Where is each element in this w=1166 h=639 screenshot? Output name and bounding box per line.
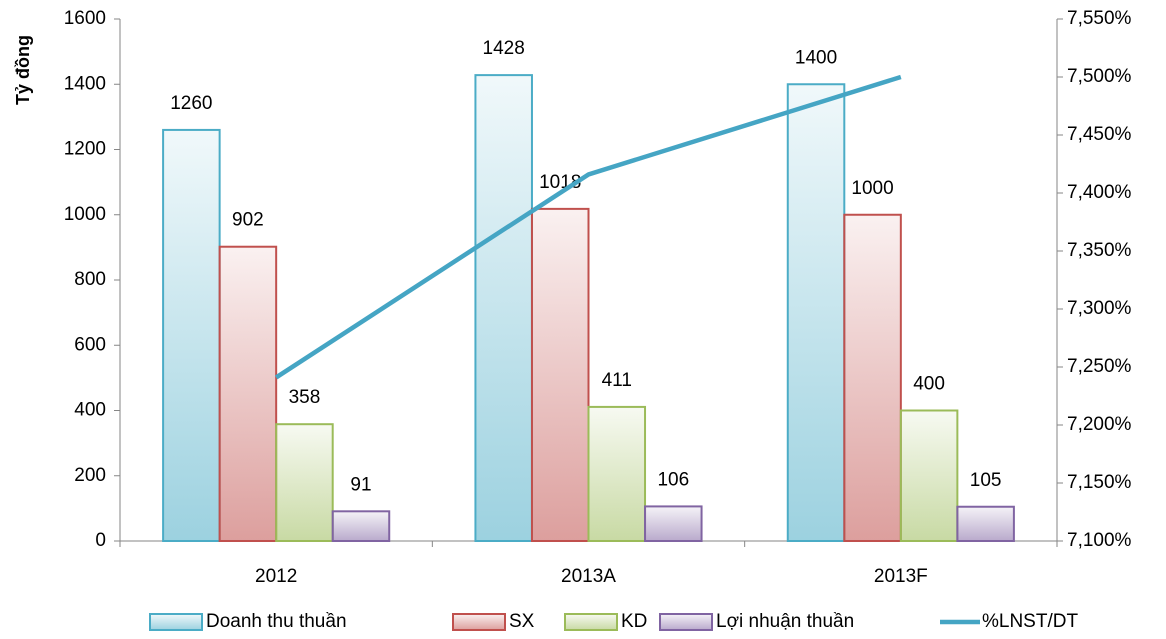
bar xyxy=(587,405,647,542)
y2-tick-label: 7,450% xyxy=(1067,124,1132,145)
data-label: 106 xyxy=(657,469,689,490)
legend-label: Doanh thu thuần xyxy=(206,611,347,632)
y2-tick-label: 7,100% xyxy=(1067,530,1132,551)
y-tick-label: 400 xyxy=(74,400,106,421)
y2-tick-label: 7,500% xyxy=(1067,66,1132,87)
legend-swatch xyxy=(659,613,713,631)
data-label: 411 xyxy=(602,370,632,391)
y-tick-label: 1400 xyxy=(64,73,106,94)
legend-label: KD xyxy=(621,611,647,632)
legend-swatch xyxy=(452,613,506,631)
bar xyxy=(956,505,1015,542)
data-label: 1400 xyxy=(795,47,837,68)
x-tick-label: 2013F xyxy=(874,566,928,587)
y2-tick-label: 7,150% xyxy=(1067,472,1132,493)
bar xyxy=(843,213,902,542)
bar xyxy=(899,409,959,542)
bar xyxy=(474,74,533,543)
y-axis-label: Tỷ đồng xyxy=(13,35,33,105)
y2-tick-label: 7,250% xyxy=(1067,356,1132,377)
data-label: 400 xyxy=(913,374,945,395)
legend-label: Lợi nhuận thuần xyxy=(716,611,854,632)
legend-label: SX xyxy=(509,611,535,632)
y2-tick-label: 7,550% xyxy=(1067,8,1132,29)
data-label: 1000 xyxy=(851,178,893,199)
bar xyxy=(162,128,221,543)
bar xyxy=(331,510,391,542)
bar xyxy=(786,83,846,542)
data-label: 105 xyxy=(970,470,1002,491)
data-label: 1428 xyxy=(483,38,525,59)
y-tick-label: 800 xyxy=(74,269,106,290)
bar xyxy=(644,505,703,543)
y2-tick-label: 7,350% xyxy=(1067,240,1132,261)
y-tick-label: 600 xyxy=(74,334,106,355)
legend-swatch xyxy=(149,613,203,631)
y-tick-label: 200 xyxy=(74,465,106,486)
data-label: 91 xyxy=(350,474,371,495)
y-tick-label: 1200 xyxy=(64,139,106,160)
data-label: 1260 xyxy=(170,93,212,114)
legend-swatch xyxy=(564,613,618,631)
data-label: 902 xyxy=(232,210,264,231)
data-label: 358 xyxy=(289,387,321,408)
bar xyxy=(275,423,334,543)
y-tick-label: 1000 xyxy=(64,204,106,225)
line xyxy=(274,74,902,380)
y-tick-label: 1600 xyxy=(64,8,106,29)
y2-tick-label: 7,400% xyxy=(1067,182,1132,203)
bar xyxy=(218,245,278,542)
y-tick-label: 0 xyxy=(95,530,106,551)
x-tick-label: 2013A xyxy=(561,566,616,587)
legend-label: %LNST/DT xyxy=(982,611,1078,632)
y2-tick-label: 7,200% xyxy=(1067,414,1132,435)
y2-tick-label: 7,300% xyxy=(1067,298,1132,319)
bar xyxy=(530,207,590,542)
x-tick-label: 2012 xyxy=(255,566,297,587)
